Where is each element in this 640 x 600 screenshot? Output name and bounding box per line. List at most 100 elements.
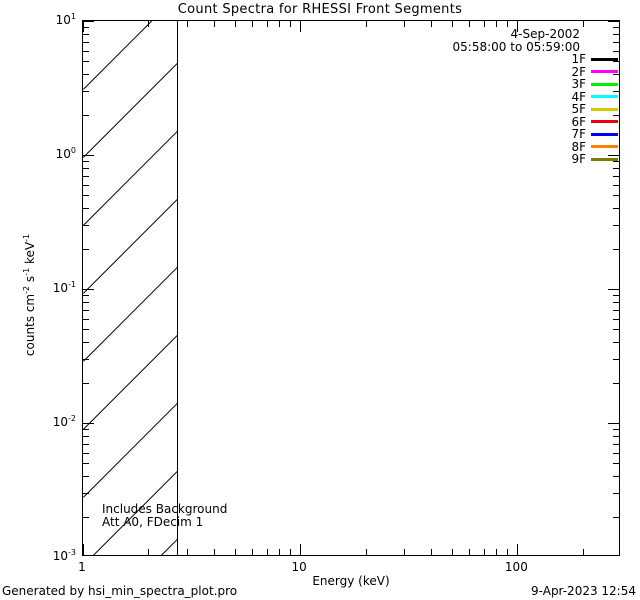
axis-tick (613, 493, 619, 495)
axis-tick (83, 342, 89, 344)
axis-tick (83, 318, 89, 320)
axis-tick (613, 342, 619, 344)
axis-tick (517, 21, 519, 32)
axis-tick (266, 549, 268, 555)
axis-tick (83, 359, 89, 361)
axis-tick (496, 21, 498, 27)
axis-tick (148, 549, 150, 555)
legend-item-label: 8F (571, 139, 586, 154)
axis-tick (469, 549, 471, 555)
x-tick-label: 100 (504, 560, 528, 574)
axis-tick (252, 549, 253, 555)
axis-tick (469, 21, 471, 27)
legend-item-label: 3F (571, 77, 586, 91)
axis-tick (451, 549, 453, 555)
axis-tick (83, 41, 89, 43)
axis-tick (403, 21, 405, 27)
axis-tick (83, 27, 89, 29)
axis-tick (83, 21, 94, 22)
axis-tick (83, 309, 89, 311)
legend-color-swatch (591, 120, 618, 124)
legend-item-label: 5F (571, 102, 586, 116)
annotation-line-1: Includes Background (102, 502, 228, 516)
legend-color-swatch (591, 70, 618, 74)
axis-tick (496, 549, 498, 555)
axis-tick (252, 21, 253, 27)
axis-tick (613, 452, 619, 454)
axis-tick (83, 161, 89, 163)
axis-tick (300, 544, 302, 555)
axis-tick (613, 225, 619, 227)
axis-tick (613, 41, 619, 43)
legend-date: 4-Sep-2002 (510, 27, 580, 41)
axis-tick (430, 21, 432, 27)
hatch-line (83, 21, 178, 555)
legend-color-swatch (591, 57, 618, 61)
axis-tick (83, 114, 89, 116)
axis-tick (613, 435, 619, 437)
axis-tick (613, 33, 619, 35)
axis-tick (83, 167, 89, 169)
y-tick-label: 10-3 (52, 548, 76, 564)
axis-tick (608, 155, 619, 156)
axis-tick (213, 549, 215, 555)
legend-item: 5F (400, 103, 618, 116)
axis-tick (300, 21, 302, 32)
axis-tick (582, 21, 584, 27)
axis-tick (83, 295, 89, 297)
axis-tick (613, 429, 619, 431)
legend-item: 8F (400, 139, 618, 154)
axis-tick (613, 208, 619, 210)
axis-tick (613, 27, 619, 29)
axis-tick (608, 289, 619, 290)
axis-tick (613, 248, 619, 250)
legend-item: 4F (400, 89, 618, 104)
axis-tick (83, 195, 89, 197)
axis-tick (186, 21, 188, 27)
axis-tick (507, 21, 509, 27)
legend-entries: 1F 2F 3F 4F 5F 6F 7F 8F 9F (400, 53, 618, 166)
legend-color-swatch (591, 107, 618, 111)
axis-tick (430, 549, 432, 555)
axis-tick (83, 289, 94, 290)
axis-tick (83, 33, 89, 35)
hatch-line (83, 129, 178, 555)
axis-tick (483, 549, 485, 555)
y-tick-label: 10-2 (52, 414, 76, 430)
axis-tick (483, 21, 485, 27)
axis-tick (83, 74, 89, 76)
legend-item-label: 7F (571, 127, 586, 141)
axis-tick (83, 544, 84, 555)
axis-tick (83, 452, 89, 454)
legend: 4-Sep-2002 05:58:00 to 05:59:00 1F 2F 3F 4F… (400, 28, 618, 166)
axis-tick (279, 21, 281, 27)
legend-time-range: 05:58:00 to 05:59:00 (452, 39, 580, 54)
legend-item-label: 4F (571, 89, 586, 104)
axis-tick (83, 155, 94, 156)
axis-tick (83, 429, 89, 431)
hatch-line (83, 21, 178, 555)
legend-color-swatch (591, 95, 618, 99)
hatched-region (83, 21, 178, 555)
legend-item-label: 1F (571, 52, 586, 66)
hatch-line (83, 21, 178, 498)
axis-tick (266, 21, 268, 27)
axis-tick (290, 549, 292, 555)
plot-annotation: Includes Background Att A0, FDecim 1 (102, 503, 227, 528)
x-tick-label: 10 (291, 560, 307, 574)
hatch-line (83, 21, 178, 226)
axis-tick (613, 443, 619, 445)
axis-tick (517, 544, 519, 555)
axis-tick (613, 476, 619, 478)
axis-tick (83, 382, 89, 384)
axis-tick (613, 184, 619, 186)
hatch-line (83, 21, 178, 555)
legend-item: 9F (400, 153, 618, 166)
plot-area (82, 20, 620, 556)
legend-item: 7F (400, 128, 618, 141)
axis-tick (83, 184, 89, 186)
axis-tick (613, 318, 619, 320)
x-tick-label: 1 (78, 560, 86, 574)
axis-tick (613, 359, 619, 361)
axis-tick (83, 423, 94, 424)
